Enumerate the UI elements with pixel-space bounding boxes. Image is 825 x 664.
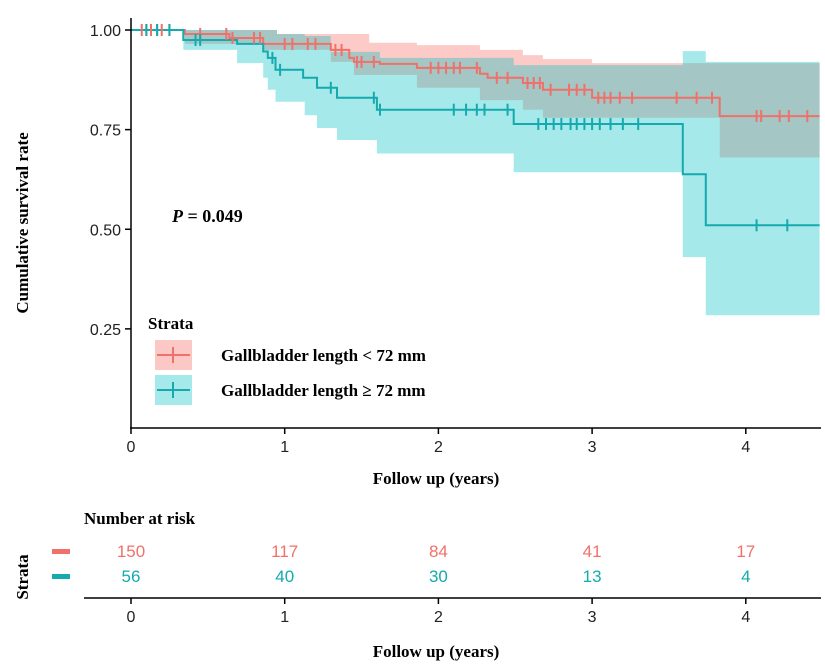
p-value-annotation: P = 0.049: [171, 206, 243, 226]
risk-row-color-key: [52, 549, 70, 554]
risk-count: 150: [117, 542, 145, 561]
risk-table-title: Number at risk: [84, 509, 196, 528]
risk-table-ylabel: Strata: [13, 554, 32, 600]
x-tick-label: 3: [588, 439, 597, 456]
risk-x-tick-label: 4: [741, 609, 750, 626]
risk-count: 56: [122, 567, 141, 586]
risk-x-tick-label: 0: [127, 609, 136, 626]
risk-x-tick-label: 1: [280, 609, 289, 626]
risk-count: 4: [741, 567, 750, 586]
y-axis-label: Cumulative survival rate: [13, 132, 32, 314]
p-label: P: [171, 206, 184, 226]
x-tick-label: 0: [127, 439, 136, 456]
risk-count: 84: [429, 542, 448, 561]
ci-band-1: [131, 30, 820, 316]
y-tick-label: 0.75: [90, 123, 121, 140]
risk-x-tick-label: 2: [434, 609, 443, 626]
risk-count: 117: [271, 542, 298, 561]
risk-count: 17: [736, 542, 755, 561]
risk-count: 13: [583, 567, 602, 586]
risk-row-color-key: [52, 574, 70, 579]
risk-count: 30: [429, 567, 448, 586]
legend-title: Strata: [148, 314, 194, 333]
risk-count: 41: [583, 542, 602, 561]
x-ticks: 0 1 2 3 4: [127, 428, 750, 456]
risk-x-tick-label: 3: [588, 609, 597, 626]
censor-marks: [140, 24, 809, 232]
y-ticks: 0.25 0.50 0.75 1.00: [90, 23, 131, 339]
y-tick-label: 0.25: [90, 322, 121, 339]
y-tick-label: 0.50: [90, 222, 121, 239]
confidence-bands: [131, 30, 820, 316]
legend-label-ge72: Gallbladder length ≥ 72 mm: [221, 381, 426, 400]
x-axis-label: Follow up (years): [373, 469, 500, 488]
survival-curve-1: [131, 29, 820, 227]
y-tick-label: 1.00: [90, 23, 121, 40]
legend: Strata Gallbladder length < 72 mm Gallbl…: [148, 314, 426, 405]
x-tick-label: 2: [434, 439, 443, 456]
legend-label-lt72: Gallbladder length < 72 mm: [221, 346, 426, 365]
risk-xlabel: Follow up (years): [373, 642, 500, 661]
x-tick-label: 4: [741, 439, 750, 456]
p-value: = 0.049: [183, 206, 243, 226]
x-tick-label: 1: [280, 439, 289, 456]
risk-count: 40: [275, 567, 294, 586]
